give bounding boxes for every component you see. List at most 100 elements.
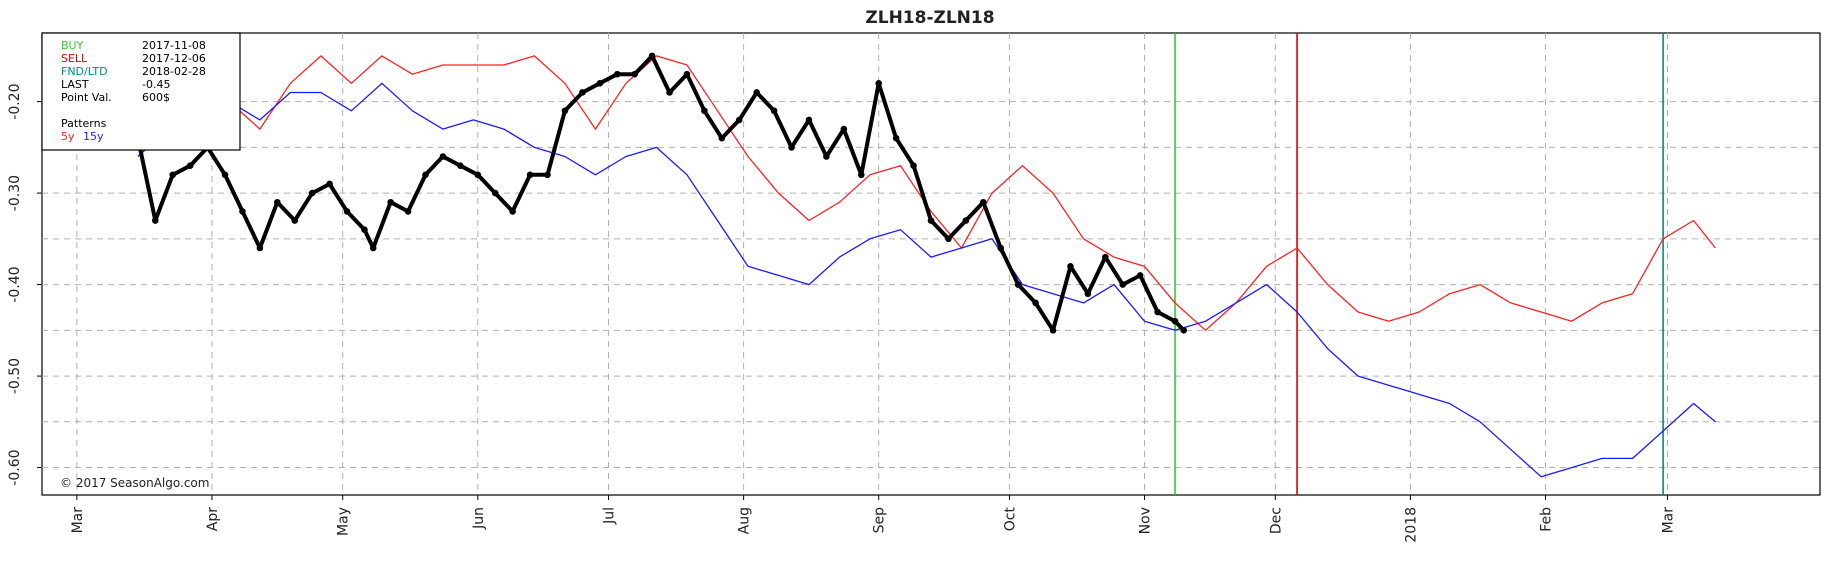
x-tick-label: Jun: [471, 507, 487, 530]
legend-value: 2018-02-28: [142, 65, 206, 78]
series-point-current: [308, 189, 316, 197]
buy-sell-markers: [1174, 33, 1664, 495]
series-point-current: [579, 89, 586, 96]
series-point-current: [857, 171, 865, 179]
legend-label: LAST: [61, 78, 89, 91]
legend-value: 2017-11-08: [142, 39, 206, 52]
legend-label: SELL: [61, 52, 88, 65]
series-point-current: [404, 208, 412, 215]
series-point-current: [962, 217, 970, 224]
series-point-current: [701, 107, 708, 115]
x-tick-label: Nov: [1138, 507, 1154, 534]
y-tick-label: -0.60: [7, 449, 23, 485]
series-point-current: [892, 134, 900, 142]
series-point-current: [596, 80, 604, 87]
series-lines: [134, 52, 1716, 478]
legend-value: 600$: [142, 91, 170, 104]
legend-frame: [41, 32, 241, 151]
plot-area: [41, 32, 1821, 496]
series-point-current: [1049, 327, 1057, 334]
series-point-current: [753, 89, 760, 96]
series-point-current: [509, 208, 516, 215]
y-tick-label: -0.50: [7, 358, 23, 394]
series-point-current: [910, 162, 917, 169]
series-point-current: [326, 180, 333, 188]
legend-pattern-15y: 15y: [83, 130, 104, 143]
series-point-current: [457, 162, 464, 169]
series-point-current: [1014, 281, 1022, 288]
series-point-current: [343, 208, 351, 215]
series-point-current: [718, 134, 726, 142]
series-point-current: [1119, 281, 1127, 288]
legend-value: -0.45: [142, 78, 170, 91]
x-tick-label: May: [336, 507, 352, 536]
series-point-current: [491, 189, 499, 197]
series-point-current: [256, 244, 264, 252]
series-point-current: [474, 171, 482, 179]
series-point-current: [683, 70, 691, 78]
series-point-current: [422, 171, 429, 179]
x-tick-label: 2018: [1403, 507, 1419, 543]
x-tick-label: Mar: [1660, 507, 1676, 534]
y-tick-label: -0.30: [7, 175, 23, 211]
series-point-current: [648, 52, 656, 60]
series-point-current: [979, 198, 987, 206]
series-point-current: [169, 171, 177, 179]
series-point-current: [274, 198, 281, 206]
series-point-current: [1154, 308, 1161, 316]
x-tick-label: Apr: [205, 507, 221, 531]
x-tick-label: Dec: [1268, 507, 1284, 534]
x-tick-label: Feb: [1538, 507, 1554, 532]
x-tick-label: Sep: [872, 507, 888, 534]
x-tick-label: Aug: [737, 507, 753, 534]
series-point-current: [526, 171, 534, 179]
legend-pattern-5y: 5y: [61, 130, 75, 143]
series-point-current: [1084, 290, 1092, 298]
series-point-current: [735, 116, 743, 124]
series-point-current: [770, 107, 778, 115]
series-point-current: [1102, 253, 1109, 261]
series-point-current: [152, 217, 159, 224]
series-point-current: [927, 217, 935, 224]
series-point-current: [369, 244, 377, 252]
series-point-current: [805, 116, 813, 124]
series-point-current: [439, 153, 447, 160]
chart-title: ZLH18-ZLN18: [865, 8, 994, 28]
legend-patterns-label: Patterns: [61, 117, 107, 130]
series-point-current: [1032, 299, 1039, 307]
series-point-current: [997, 244, 1005, 252]
x-tick-label: Jul: [602, 507, 618, 525]
legend-box: BUY 2017-11-08 SELL 2017-12-06 FND/LTD 2018-0…: [41, 32, 241, 151]
series-point-current: [631, 70, 638, 78]
legend-label: Point Val.: [61, 91, 112, 104]
legend-label: FND/LTD: [61, 65, 108, 78]
series-point-current: [544, 171, 551, 179]
legend-rows: BUY 2017-11-08 SELL 2017-12-06 FND/LTD 2018-0…: [61, 39, 206, 104]
y-tick-label: -0.20: [7, 83, 23, 119]
series-point-current: [1180, 327, 1188, 334]
series-point-current: [613, 70, 621, 78]
series-point-current: [945, 235, 952, 243]
series-point-current: [1067, 262, 1074, 270]
series-line-15y: [137, 82, 1716, 478]
series-point-current: [788, 144, 795, 151]
series-point-current: [361, 226, 368, 233]
axis-ticks: -0.20 -0.30 -0.40 -0.50 -0.60 Mar Apr May Jun Jul…: [7, 83, 1676, 542]
copyright-text: © 2017 SeasonAlgo.com: [60, 476, 209, 490]
series-point-current: [186, 162, 194, 169]
series-point-current: [291, 217, 299, 224]
series-point-current: [875, 80, 883, 87]
series-point-current: [840, 125, 848, 133]
series-point-current: [221, 171, 229, 179]
legend-label: BUY: [61, 39, 84, 52]
legend-value: 2017-12-06: [142, 52, 206, 65]
x-tick-label: Mar: [70, 507, 86, 534]
series-point-current: [1136, 272, 1144, 279]
series-point-current: [1171, 317, 1179, 325]
series-line-5y: [137, 55, 1716, 331]
series-point-current: [666, 89, 673, 96]
series-point-current: [387, 198, 394, 206]
y-tick-label: -0.40: [7, 266, 23, 302]
series-point-current: [823, 153, 830, 160]
